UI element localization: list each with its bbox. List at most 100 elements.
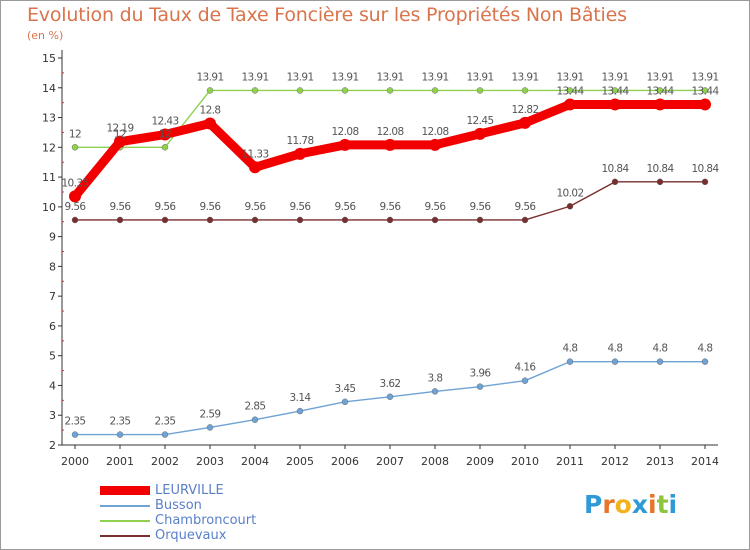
legend-swatch — [100, 534, 150, 537]
data-point — [296, 407, 304, 415]
y-tick-label: 12 — [42, 141, 56, 154]
data-label: 13.91 — [196, 71, 223, 83]
data-label: 2.35 — [65, 416, 86, 428]
data-point — [566, 358, 574, 365]
legend-label: LEURVILLE — [155, 483, 224, 498]
plot-area — [62, 50, 718, 445]
data-point — [114, 135, 126, 148]
data-point — [204, 117, 216, 130]
data-point — [654, 98, 666, 111]
data-label: 12.82 — [511, 104, 538, 116]
data-label: 4.8 — [653, 343, 668, 355]
data-point — [431, 216, 439, 224]
data-point — [206, 87, 214, 94]
data-point — [71, 431, 79, 438]
y-tick-label: 6 — [49, 320, 56, 333]
data-point — [564, 98, 576, 111]
data-label: 9.56 — [290, 201, 312, 213]
data-point — [251, 87, 259, 94]
data-label: 2.59 — [200, 408, 221, 420]
data-point — [566, 87, 574, 94]
chart-unit-label: (en %) — [27, 29, 64, 42]
data-label: 13.91 — [331, 71, 358, 83]
data-point — [341, 398, 349, 406]
y-tick-label: 2 — [49, 439, 56, 452]
data-point — [521, 377, 529, 384]
data-label: 13.44 — [646, 85, 674, 97]
data-point — [701, 178, 709, 186]
data-label: 12.08 — [331, 126, 358, 138]
y-tick-label: 10 — [42, 201, 56, 214]
data-label: 9.56 — [380, 201, 402, 213]
data-point — [296, 216, 304, 224]
data-point — [609, 98, 621, 111]
chart-legend: LEURVILLE Busson Chambroncourt Orquevaux — [100, 484, 256, 544]
data-label: 13.91 — [511, 71, 538, 83]
x-tick-label: 2004 — [241, 455, 269, 468]
data-point — [519, 116, 531, 129]
y-tick-label: 5 — [49, 350, 56, 363]
x-tick-label: 2012 — [601, 455, 629, 468]
data-label: 3.96 — [470, 368, 492, 380]
legend-swatch — [100, 519, 150, 522]
data-point — [656, 87, 664, 94]
data-label: 2.85 — [245, 401, 266, 413]
legend-label: Orquevaux — [155, 528, 227, 543]
data-point — [159, 128, 171, 141]
data-label: 12.43 — [151, 116, 178, 128]
data-point — [341, 216, 349, 224]
data-point — [294, 147, 306, 160]
logo-letter: P — [584, 490, 603, 519]
data-point — [206, 424, 214, 431]
proxiti-logo: Proxiti — [584, 490, 677, 519]
data-point — [656, 358, 664, 365]
data-point — [656, 178, 664, 186]
data-label: 9.56 — [470, 201, 492, 213]
data-point — [474, 127, 486, 140]
y-tick-label: 9 — [49, 231, 56, 244]
data-label: 12.08 — [421, 126, 448, 138]
data-label: 4.8 — [698, 343, 713, 355]
data-label: 10.84 — [691, 163, 719, 175]
data-label: 9.56 — [425, 201, 447, 213]
data-point — [611, 87, 619, 94]
data-label: 13.44 — [556, 85, 584, 97]
data-label: 13.91 — [691, 71, 718, 83]
legend-item: Busson — [100, 499, 256, 512]
data-label: 10.02 — [556, 187, 583, 199]
x-tick-label: 2005 — [286, 455, 314, 468]
x-tick-label: 2001 — [106, 455, 134, 468]
legend-item: Orquevaux — [100, 529, 256, 542]
data-point — [161, 144, 169, 151]
data-label: 9.56 — [200, 201, 222, 213]
data-point — [476, 216, 484, 224]
x-tick-label: 2002 — [151, 455, 179, 468]
data-point — [386, 216, 394, 224]
data-point — [116, 431, 124, 438]
data-label: 9.56 — [245, 201, 267, 213]
x-tick-label: 2013 — [646, 455, 674, 468]
data-point — [476, 87, 484, 94]
x-tick-label: 2000 — [61, 455, 89, 468]
y-tick-label: 7 — [49, 290, 56, 303]
y-tick-label: 8 — [49, 260, 56, 273]
data-point — [251, 216, 259, 224]
legend-label: Busson — [155, 498, 202, 513]
legend-swatch — [100, 486, 150, 495]
data-point — [206, 216, 214, 224]
data-label: 11.33 — [241, 148, 268, 160]
data-label: 10.84 — [601, 163, 629, 175]
data-point — [296, 87, 304, 94]
data-point — [521, 87, 529, 94]
data-point — [431, 87, 439, 94]
data-point — [69, 190, 81, 203]
data-label: 12 — [159, 128, 171, 140]
y-tick-label: 11 — [42, 171, 56, 184]
data-label: 12.08 — [376, 126, 403, 138]
data-label: 12 — [69, 128, 81, 140]
data-label: 13.44 — [691, 85, 719, 97]
data-label: 10.35 — [61, 177, 88, 189]
x-tick-label: 2006 — [331, 455, 359, 468]
logo-letter: x — [631, 490, 648, 519]
data-point — [339, 138, 351, 151]
